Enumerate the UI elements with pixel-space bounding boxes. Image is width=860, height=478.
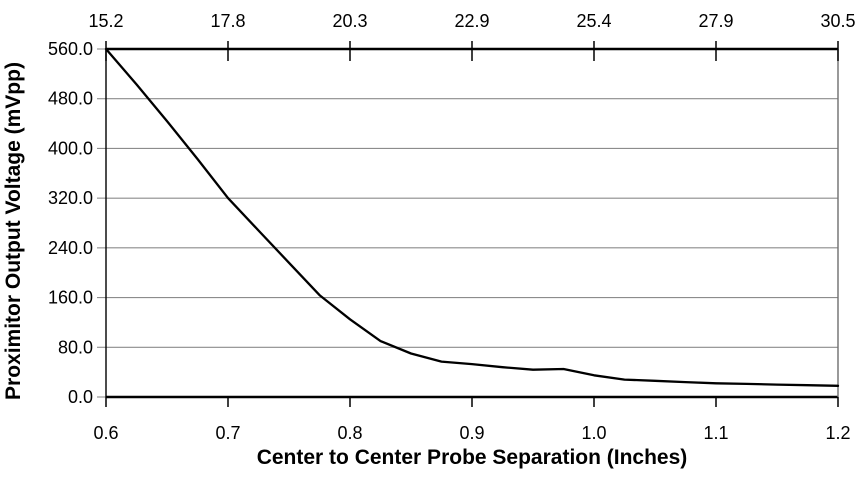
y-axis-tick-label: 160.0 [48, 288, 93, 308]
x-axis-tick-label: 0.6 [93, 423, 118, 443]
y-axis-tick-label: 0.0 [68, 387, 93, 407]
y-axis-tick-label: 80.0 [58, 337, 93, 357]
top-axis-tick-label: 27.9 [698, 11, 733, 31]
x-axis-tick-label: 1.2 [825, 423, 850, 443]
top-axis-tick-label: 25.4 [576, 11, 611, 31]
x-axis-tick-label: 1.0 [581, 423, 606, 443]
top-axis-tick-label: 30.5 [820, 11, 855, 31]
x-axis-tick-label: 0.8 [337, 423, 362, 443]
y-axis-tick-label: 560.0 [48, 39, 93, 59]
y-axis-tick-label: 400.0 [48, 138, 93, 158]
top-axis-tick-label: 22.9 [454, 11, 489, 31]
x-axis-tick-label: 0.7 [215, 423, 240, 443]
top-axis-tick-label: 20.3 [332, 11, 367, 31]
x-axis-tick-label: 0.9 [459, 423, 484, 443]
y-axis-title: Proximitor Output Voltage (mVpp) [2, 62, 25, 400]
top-axis-tick-label: 17.8 [210, 11, 245, 31]
voltage-curve [104, 47, 840, 387]
x-axis-title: Center to Center Probe Separation (Inche… [256, 446, 688, 469]
y-axis-tick-label: 320.0 [48, 188, 93, 208]
y-axis-tick-label: 480.0 [48, 89, 93, 109]
x-axis-tick-label: 1.1 [703, 423, 728, 443]
y-axis-tick-label: 240.0 [48, 238, 93, 258]
top-axis-tick-label: 15.2 [88, 11, 123, 31]
